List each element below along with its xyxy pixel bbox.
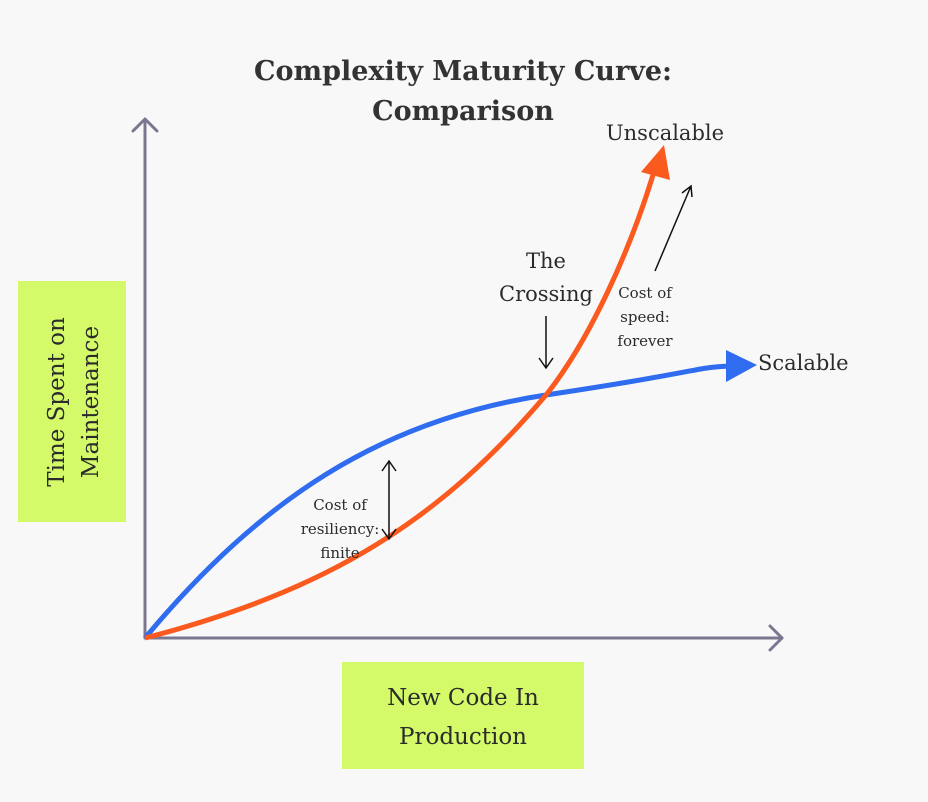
curve-label: Scalable bbox=[758, 351, 849, 375]
y-axis-label-line: Time Spent on bbox=[44, 317, 70, 487]
annotation: resiliency: bbox=[301, 520, 380, 538]
annotation: finite bbox=[320, 544, 359, 562]
title-line: Comparison bbox=[372, 96, 554, 127]
speed-arrow bbox=[654, 184, 693, 272]
resiliency-arrow bbox=[381, 459, 397, 541]
axes bbox=[131, 117, 784, 652]
unscalable-curve bbox=[144, 174, 656, 641]
curve-label: Unscalable bbox=[606, 121, 724, 145]
y-axis-label-box bbox=[18, 281, 126, 522]
annotation: forever bbox=[617, 332, 673, 350]
x-axis-label-box bbox=[342, 662, 584, 769]
annotation: Cost of bbox=[618, 284, 673, 302]
annotation: speed: bbox=[620, 308, 670, 326]
unscalable-arrowhead bbox=[641, 145, 670, 180]
x-axis-label-line: Production bbox=[399, 724, 527, 750]
y-axis-label: Time Spent on Maintenance bbox=[44, 317, 104, 487]
y-axis-label-line: Maintenance bbox=[78, 326, 104, 478]
crossing-label: The bbox=[526, 249, 566, 273]
annotation: Cost of bbox=[313, 496, 368, 514]
title-line: Complexity Maturity Curve: bbox=[254, 56, 672, 87]
x-axis-label-line: New Code In bbox=[387, 685, 539, 711]
crossing-arrow bbox=[538, 316, 554, 370]
crossing-label: Crossing bbox=[499, 282, 593, 306]
scalable-curve bbox=[143, 363, 731, 640]
scalable-arrowhead bbox=[726, 350, 757, 382]
